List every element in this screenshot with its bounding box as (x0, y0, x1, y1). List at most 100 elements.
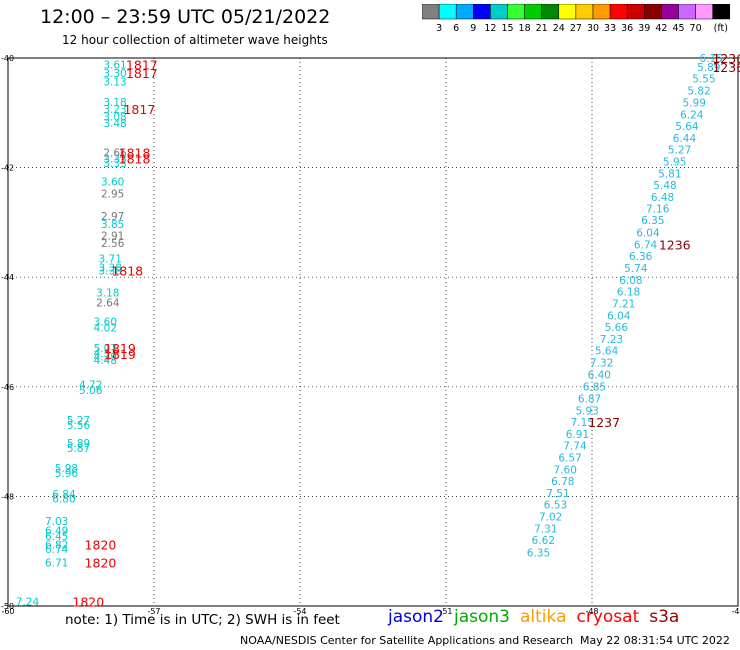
colorbar-tick-label: 42 (655, 23, 667, 34)
generation-timestamp: May 22 08:31:54 UTC 2022 (580, 634, 730, 647)
chart-subtitle: 12 hour collection of altimeter wave hei… (62, 33, 328, 47)
colorbar-tick-label: 6 (453, 23, 459, 34)
wave-height-point: 6.87 (578, 393, 601, 405)
wave-height-point: 4.48 (94, 355, 117, 367)
wave-height-point: 6.53 (544, 500, 567, 512)
wave-height-point: 3.30 (103, 68, 126, 80)
legend-entry-cryosat: cryosat (576, 607, 640, 627)
wave-height-point: 2.95 (101, 188, 124, 200)
wave-height-point: 3.60 (101, 176, 124, 188)
wave-height-point: 4.72 (79, 380, 102, 392)
wave-height-point: 2.56 (101, 238, 125, 250)
colorbar-tick-label: 33 (604, 23, 616, 34)
wave-height-point: 5.64 (675, 121, 699, 133)
pass-time-label: 1817 (126, 58, 158, 73)
x-tick-label: -45 (731, 607, 740, 616)
wave-height-point: 5.66 (605, 322, 629, 334)
pass-time-label: 1820 (72, 595, 104, 610)
wave-height-point: 5.27 (67, 415, 90, 427)
colorbar-tick-label: 24 (553, 23, 565, 34)
colorbar-tick-label: 12 (484, 23, 496, 34)
wave-height-point: 3.71 (99, 254, 122, 266)
wave-height-point: 5.64 (595, 346, 619, 358)
x-tick-label: -60 (1, 607, 14, 616)
wave-height-point: 3.33 (103, 153, 126, 165)
wave-height-point: 4.39 (94, 352, 117, 364)
pass-time-label: 1236 (712, 60, 740, 75)
colorbar-tick-label: 30 (587, 23, 599, 34)
wave-height-point: 3.85 (101, 219, 124, 231)
wave-height-point: 6.45 (45, 531, 68, 543)
pass-time-label: 1818 (119, 151, 151, 166)
wave-height-point: 6.15 (700, 53, 723, 65)
x-tick-label: -48 (585, 607, 598, 616)
pass-time-label: 1817 (123, 102, 155, 117)
credit-text: NOAA/NESDIS Center for Satellite Applica… (240, 634, 574, 647)
wave-height-point: 2.97 (101, 211, 124, 223)
x-tick-label: -57 (147, 607, 160, 616)
pass-time-label: 1817 (126, 66, 158, 81)
pass-time-label: 1818 (111, 264, 143, 279)
wave-height-point: 7.24 (16, 597, 40, 609)
wave-height-point: 6.18 (617, 286, 640, 298)
wave-height-point: 3.18 (96, 288, 119, 300)
wave-height-point: 5.87 (67, 443, 90, 455)
wave-height-point: 5.89 (697, 62, 720, 74)
pass-time-label: 1820 (85, 538, 117, 553)
wave-height-point: 2.91 (101, 231, 124, 243)
wave-height-point: 3.61 (103, 60, 126, 72)
wave-height-point: 5.81 (658, 169, 681, 181)
wave-height-point: 6.80 (52, 494, 75, 506)
wave-height-point: 7.23 (600, 334, 623, 346)
wave-height-point: 3.33 (103, 158, 126, 170)
wave-height-point: 3.13 (103, 77, 126, 89)
color-scale: 3 6 9 12 15 18 21 24 27 30 33 36 39 42 45 70 (ft) (422, 4, 731, 34)
wave-height-point: 5.99 (683, 97, 706, 109)
colorbar-tick-label: 21 (536, 23, 548, 34)
wave-height-point: 7.74 (563, 440, 587, 452)
wave-height-point: 7.15 (571, 417, 594, 429)
y-tick-label: -50 (1, 602, 14, 611)
wave-height-point: 3.48 (103, 118, 126, 130)
pass-time-label: 1237 (588, 415, 620, 430)
y-tick-label: -44 (1, 273, 14, 282)
wave-height-point: 5.95 (663, 157, 686, 169)
wave-height-point: 7.16 (646, 204, 670, 216)
pass-time-label: 1236 (712, 51, 740, 66)
wave-height-point: 3.60 (94, 317, 117, 329)
legend-entry-s3a: s3a (649, 607, 680, 627)
pass-time-label: 1820 (85, 556, 117, 571)
satellite-legend: jason2 jason3 altika cryosat s3a (388, 607, 689, 627)
pass-time-label: 1819 (104, 341, 136, 356)
wave-height-point: 5.93 (575, 405, 598, 417)
wave-height-point: 4.57 (94, 348, 117, 360)
y-tick-label: -40 (1, 54, 14, 63)
wave-height-point: 6.24 (680, 109, 704, 121)
plot-frame (7, 57, 739, 607)
colorbar-tick-label: 18 (519, 23, 531, 34)
wave-height-point: 6.74 (45, 544, 69, 556)
wave-height-point: 5.89 (67, 438, 90, 450)
wave-height-point: 6.49 (45, 525, 68, 537)
y-tick-label: -46 (1, 383, 14, 392)
colorbar-swatch (712, 4, 731, 20)
wave-height-point: 5.96 (55, 468, 79, 480)
wave-height-point: 6.57 (558, 452, 581, 464)
wave-height-point: 6.48 (651, 192, 674, 204)
legend-entry-jason3: jason3 (454, 607, 510, 627)
colorbar-tick-label: 39 (638, 23, 650, 34)
colorbar-unit: (ft) (714, 23, 728, 34)
wave-height-point: 6.44 (673, 133, 697, 145)
chart-title: 12:00 – 23:59 UTC 05/21/2022 (40, 6, 331, 28)
wave-height-point: 5.82 (687, 85, 710, 97)
wave-height-point: 6.40 (588, 370, 611, 382)
wave-height-point: 6.91 (566, 429, 589, 441)
wave-height-point: 3.38 (99, 262, 122, 274)
x-tick-label: -51 (439, 607, 452, 616)
wave-height-point: 3.23 (103, 104, 126, 116)
wave-height-point: 3.38 (99, 266, 122, 278)
wave-height-point: 7.03 (45, 516, 68, 528)
pass-time-label: 1236 (659, 237, 691, 252)
wave-height-point: 3.18 (103, 97, 126, 109)
